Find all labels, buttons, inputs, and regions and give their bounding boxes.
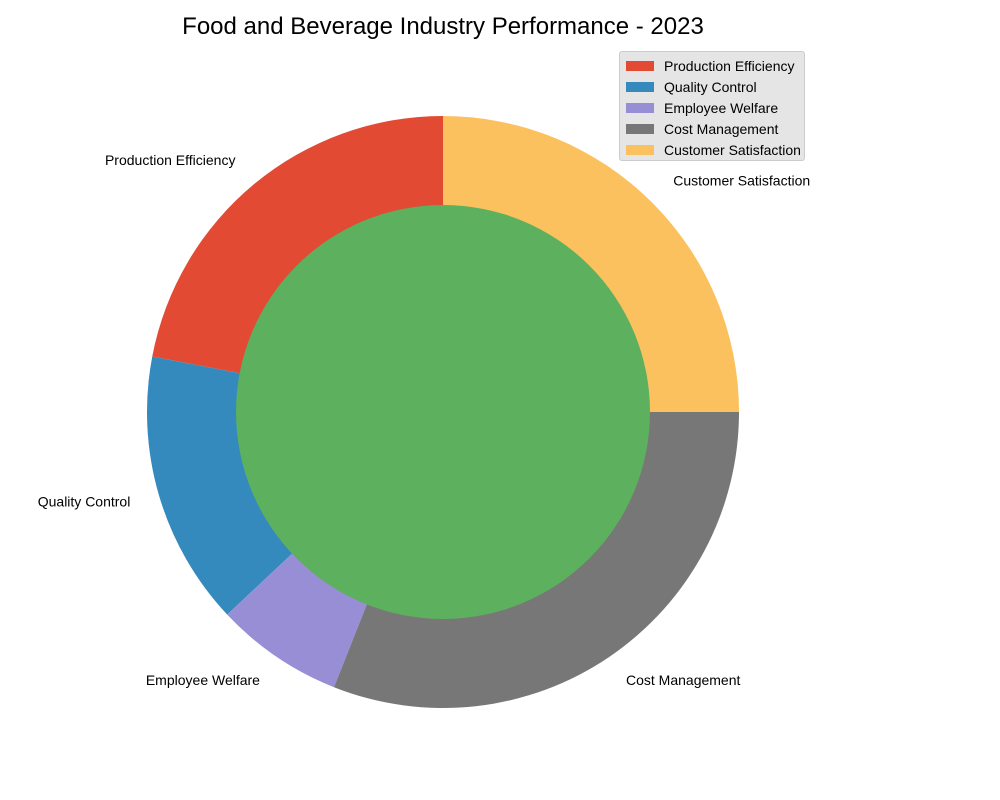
legend-swatch: [626, 123, 654, 134]
legend-item-quality-control: Quality Control: [626, 76, 804, 97]
slice-label-production-efficiency: Production Efficiency: [105, 152, 235, 168]
donut-center: [236, 205, 650, 619]
chart-title: Food and Beverage Industry Performance -…: [182, 13, 704, 40]
legend-swatch: [626, 102, 654, 113]
legend: Production Efficiency Quality Control Empl…: [619, 51, 805, 161]
slice-label-cost-management: Cost Management: [626, 672, 741, 688]
slice-labels-group: Production Efficiency Quality Control Empl…: [38, 152, 810, 688]
legend-swatch: [626, 144, 654, 155]
legend-label: Cost Management: [664, 120, 779, 137]
legend-label: Quality Control: [664, 78, 757, 95]
legend-label: Employee Welfare: [664, 99, 779, 116]
legend-label: Production Efficiency: [664, 57, 795, 74]
legend-swatch: [626, 60, 654, 71]
slice-label-customer-satisfaction: Customer Satisfaction: [673, 172, 810, 188]
legend-swatch: [626, 81, 654, 92]
legend-item-cost-management: Cost Management: [626, 118, 804, 139]
slice-label-employee-welfare: Employee Welfare: [146, 672, 260, 688]
legend-item-production-efficiency: Production Efficiency: [626, 55, 804, 76]
legend-item-customer-satisfaction: Customer Satisfaction: [626, 139, 804, 160]
legend-label: Customer Satisfaction: [664, 141, 801, 158]
slice-label-quality-control: Quality Control: [38, 494, 131, 510]
legend-item-employee-welfare: Employee Welfare: [626, 97, 804, 118]
